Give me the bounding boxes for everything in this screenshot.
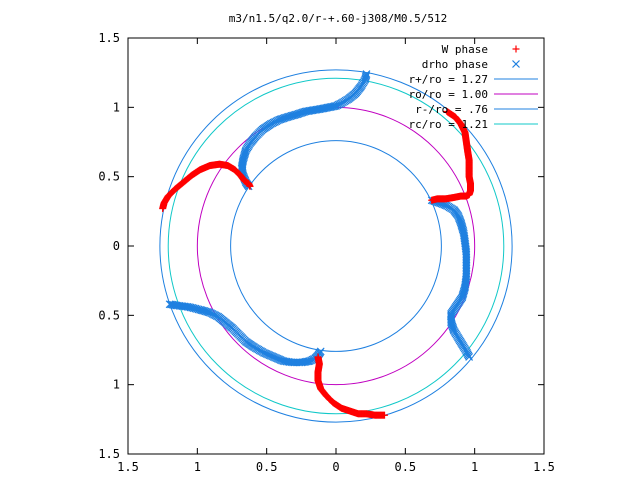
reference-circles <box>159 69 513 423</box>
legend-label-circle-1: ro/ro = 1.00 <box>409 88 488 101</box>
series-1-point-203 <box>458 291 467 300</box>
y-tick-label-2: 0.5 <box>98 308 120 322</box>
series-1-point-54 <box>298 108 307 117</box>
y-tick-label-1: 1 <box>113 378 120 392</box>
x-tick-label-6: 1.5 <box>533 460 555 474</box>
series-1-point-351 <box>304 357 313 366</box>
x-tick-label-2: 0.5 <box>256 460 278 474</box>
y-tick-label-4: 0.5 <box>98 170 120 184</box>
series-1-point-249 <box>465 353 474 361</box>
reference-circle-1 <box>196 106 476 386</box>
y-tick-label-5: 1 <box>113 100 120 114</box>
series-1-point-2 <box>361 72 370 81</box>
x-tick-label-3: 0 <box>332 460 339 474</box>
x-tick-label-4: 0.5 <box>394 460 416 474</box>
series-1-point-202 <box>459 290 467 299</box>
legend: W phase drho phase r+/ro = 1.27 ro/ro = 1.0… <box>409 43 538 131</box>
series-1-point-52 <box>301 107 310 116</box>
x-tick-label-1: 1 <box>194 460 201 474</box>
series-1-point-224 <box>447 318 456 327</box>
series-1-point-226 <box>448 321 456 329</box>
series-1-point-227 <box>448 322 457 331</box>
x-tick-label-5: 1 <box>471 460 478 474</box>
legend-sample-series-1 <box>512 60 520 68</box>
series-1-point-225 <box>447 319 456 328</box>
legend-label-circle-0: r+/ro = 1.27 <box>409 73 488 86</box>
series-1-point-269 <box>194 305 203 314</box>
y-tick-label-3: 0 <box>113 239 120 253</box>
legend-sample-series-0 <box>512 45 520 53</box>
x-tick-label-0: 1.5 <box>117 460 139 474</box>
series-1-point-66 <box>282 113 291 122</box>
series-1-point-67 <box>280 114 289 122</box>
series-1-point-55 <box>297 108 306 117</box>
legend-label-circle-2: r-/ro = .76 <box>415 103 488 116</box>
series-1-point-65 <box>283 113 292 121</box>
series-1-point-69 <box>277 114 286 123</box>
series-0-point-165 <box>428 196 436 204</box>
reference-circle-0 <box>159 69 513 423</box>
series-0-point-312 <box>246 182 254 190</box>
series-0-point-445 <box>381 411 389 419</box>
reference-circle-2 <box>230 140 442 352</box>
data-points <box>159 70 475 419</box>
series-1-point-275 <box>203 307 211 316</box>
reference-circle-3 <box>167 77 505 415</box>
legend-label-series-1: drho phase <box>422 58 488 71</box>
chart-title: m3/n1.5/q2.0/r-+.60-j308/M0.5/512 <box>229 12 448 25</box>
y-tick-label-6: 1.5 <box>98 31 120 45</box>
series-1-point-262 <box>183 302 192 311</box>
series-1-point-228 <box>449 323 457 332</box>
series-1-point-53 <box>300 108 309 116</box>
legend-label-series-0: W phase <box>442 43 488 56</box>
y-tick-label-0: 1.5 <box>98 447 120 461</box>
series-1-point-68 <box>279 114 288 123</box>
legend-label-circle-3: rc/ro = 1.21 <box>409 118 488 131</box>
